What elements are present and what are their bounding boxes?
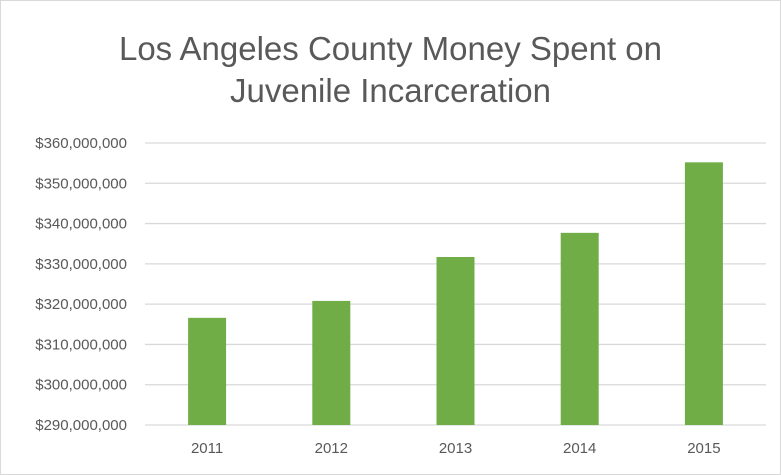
y-tick-label: $350,000,000: [35, 175, 127, 192]
x-tick-label: 2015: [687, 440, 720, 457]
bar-2011: [188, 317, 227, 425]
y-tick-label: $300,000,000: [35, 377, 127, 394]
y-tick-label: $290,000,000: [35, 417, 127, 434]
chart-title-line-2: Juvenile Incarceration: [229, 72, 551, 109]
y-tick-label: $340,000,000: [35, 216, 127, 233]
bar-2015: [684, 162, 723, 425]
x-tick-label: 2013: [439, 440, 472, 457]
bar-2013: [436, 257, 475, 425]
x-tick-label: 2012: [315, 440, 348, 457]
bar-2014: [560, 232, 599, 425]
x-tick-label: 2014: [563, 440, 596, 457]
bar-2012: [312, 300, 351, 425]
y-tick-label: $360,000,000: [35, 135, 127, 152]
y-tick-label: $310,000,000: [35, 336, 127, 353]
y-tick-label: $330,000,000: [35, 256, 127, 273]
x-tick-label: 2011: [191, 440, 223, 457]
chart-title-line-1: Los Angeles County Money Spent on: [118, 30, 663, 67]
y-tick-label: $320,000,000: [35, 296, 127, 313]
